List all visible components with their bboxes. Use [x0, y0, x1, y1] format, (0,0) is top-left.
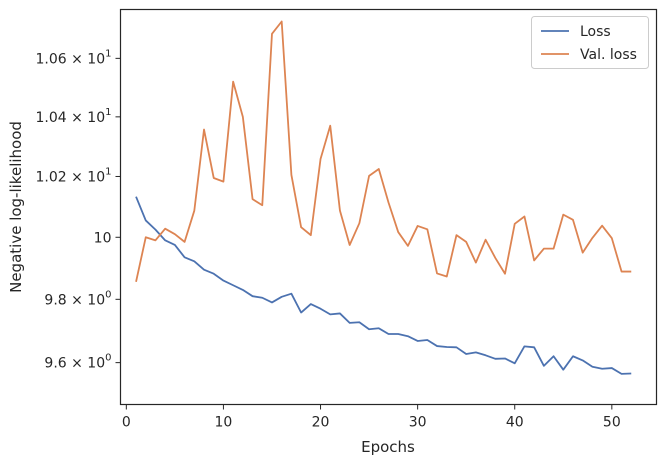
series-line-val-loss [135, 20, 632, 283]
y-tick-label: 1.02 × 101 [36, 166, 112, 185]
y-tick-label: 10 [94, 230, 112, 246]
y-tick-label: 1.04 × 101 [36, 107, 112, 126]
plot-frame [119, 8, 658, 406]
x-tick-label: 40 [506, 415, 524, 431]
legend-box [531, 16, 649, 69]
legend: Loss Val. loss [531, 16, 649, 69]
legend-label-val-loss: Val. loss [580, 47, 637, 63]
series-line-loss [135, 196, 632, 375]
x-axis-label: Epochs [361, 438, 415, 456]
legend-label-loss: Loss [580, 24, 611, 40]
plot-marks [135, 20, 632, 375]
x-tick-label: 10 [215, 415, 233, 431]
y-tick-label: 9.8 × 100 [44, 289, 111, 308]
y-tick-label: 1.06 × 101 [36, 48, 112, 67]
x-tick-label: 50 [603, 415, 621, 431]
axis-ticks: 0 10 20 30 40 50 9.6 × 100 9.8 × 100 10 1.02 × 10… [36, 48, 621, 430]
y-axis-label: Negative log-likelihood [7, 121, 25, 293]
y-tick-label: 9.6 × 100 [44, 353, 111, 372]
x-tick-label: 20 [312, 415, 330, 431]
x-tick-label: 30 [409, 415, 427, 431]
x-tick-label: 0 [122, 415, 131, 431]
